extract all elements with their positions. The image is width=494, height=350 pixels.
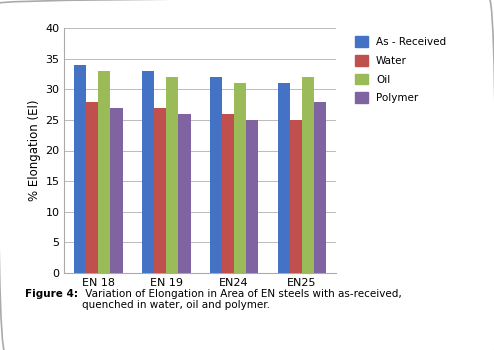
- Bar: [302, 77, 314, 273]
- Text: Figure 4:: Figure 4:: [25, 289, 78, 299]
- Bar: [166, 77, 178, 273]
- Bar: [222, 114, 234, 273]
- Bar: [278, 83, 289, 273]
- Bar: [209, 77, 222, 273]
- Bar: [154, 108, 166, 273]
- Bar: [111, 108, 123, 273]
- Text: Variation of Elongation in Area of EN steels with as-received,
quenched in water: Variation of Elongation in Area of EN st…: [82, 289, 401, 310]
- Bar: [98, 71, 111, 273]
- Bar: [234, 83, 246, 273]
- Bar: [142, 71, 154, 273]
- Bar: [74, 65, 86, 273]
- Bar: [86, 102, 98, 273]
- Bar: [247, 120, 258, 273]
- Bar: [289, 120, 302, 273]
- Bar: [314, 102, 327, 273]
- Bar: [178, 114, 191, 273]
- Legend: As - Received, Water, Oil, Polymer: As - Received, Water, Oil, Polymer: [352, 33, 449, 106]
- Y-axis label: % Elongation (El): % Elongation (El): [28, 100, 41, 201]
